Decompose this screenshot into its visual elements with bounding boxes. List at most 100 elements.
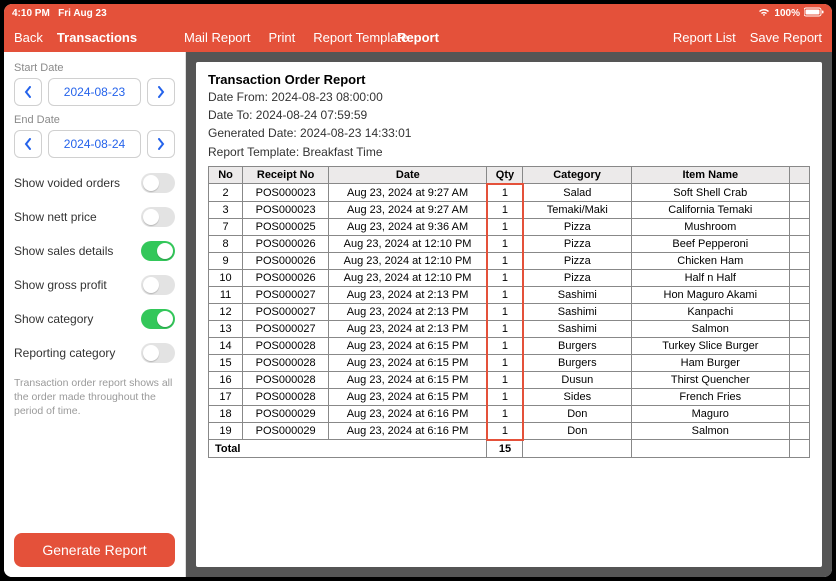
generate-report-button[interactable]: Generate Report <box>14 533 175 567</box>
report-generated: Generated Date: 2024-08-23 14:33:01 <box>208 125 810 141</box>
status-battery: 100% <box>774 8 800 19</box>
toggle-label: Show voided orders <box>14 176 120 190</box>
toggle-switch[interactable] <box>141 207 175 227</box>
table-header: Date <box>329 166 487 184</box>
table-header: Qty <box>487 166 523 184</box>
cell-category: Salad <box>523 184 631 202</box>
cell-receipt: POS000027 <box>243 320 329 337</box>
end-date-picker[interactable]: 2024-08-24 <box>48 130 141 158</box>
cell-receipt: POS000028 <box>243 371 329 388</box>
cell-no: 2 <box>209 184 243 202</box>
cell-extra <box>789 388 809 405</box>
save-report-button[interactable]: Save Report <box>750 30 822 45</box>
cell-extra <box>789 286 809 303</box>
toggle-switch[interactable] <box>141 309 175 329</box>
cell-item: Beef Pepperoni <box>631 235 789 252</box>
mail-report-button[interactable]: Mail Report <box>184 30 250 45</box>
cell-qty: 1 <box>487 286 523 303</box>
start-date-prev-button[interactable] <box>14 78 42 106</box>
cell-receipt: POS000028 <box>243 388 329 405</box>
table-header: Receipt No <box>243 166 329 184</box>
end-date-prev-button[interactable] <box>14 130 42 158</box>
cell-no: 13 <box>209 320 243 337</box>
cell-receipt: POS000025 <box>243 218 329 235</box>
battery-icon <box>804 7 824 20</box>
toggle-row: Show gross profit <box>14 268 175 302</box>
report-title: Transaction Order Report <box>208 72 810 87</box>
total-qty: 15 <box>487 440 523 458</box>
cell-extra <box>789 371 809 388</box>
status-date: Fri Aug 23 <box>58 8 107 19</box>
cell-item: Salmon <box>631 320 789 337</box>
cell-item: Mushroom <box>631 218 789 235</box>
toggle-label: Show gross profit <box>14 278 107 292</box>
table-row: 7POS000025Aug 23, 2024 at 9:36 AM1PizzaM… <box>209 218 810 235</box>
cell-extra <box>789 422 809 440</box>
toggle-label: Reporting category <box>14 346 115 360</box>
table-header: Category <box>523 166 631 184</box>
cell-item: French Fries <box>631 388 789 405</box>
cell-receipt: POS000026 <box>243 269 329 286</box>
report-template-button[interactable]: Report Template <box>313 30 408 45</box>
cell-receipt: POS000023 <box>243 184 329 202</box>
print-button[interactable]: Print <box>268 30 295 45</box>
toggle-row: Reporting category <box>14 336 175 370</box>
toggle-switch[interactable] <box>141 343 175 363</box>
cell-category: Sashimi <box>523 286 631 303</box>
table-header <box>789 166 809 184</box>
table-row: 17POS000028Aug 23, 2024 at 6:15 PM1Sides… <box>209 388 810 405</box>
toggle-label: Show nett price <box>14 210 97 224</box>
cell-category: Pizza <box>523 235 631 252</box>
end-date-label: End Date <box>14 114 175 126</box>
cell-no: 8 <box>209 235 243 252</box>
start-date-next-button[interactable] <box>147 78 175 106</box>
cell-qty: 1 <box>487 218 523 235</box>
toggle-row: Show category <box>14 302 175 336</box>
cell-category: Burgers <box>523 337 631 354</box>
cell-item: Salmon <box>631 422 789 440</box>
cell-qty: 1 <box>487 388 523 405</box>
report-template-name: Report Template: Breakfast Time <box>208 144 810 160</box>
toggle-label: Show sales details <box>14 244 113 258</box>
cell-qty: 1 <box>487 269 523 286</box>
toggle-switch[interactable] <box>141 241 175 261</box>
total-label: Total <box>209 440 487 458</box>
cell-no: 11 <box>209 286 243 303</box>
cell-extra <box>789 405 809 422</box>
cell-date: Aug 23, 2024 at 12:10 PM <box>329 235 487 252</box>
cell-item: Half n Half <box>631 269 789 286</box>
start-date-picker[interactable]: 2024-08-23 <box>48 78 141 106</box>
toggle-switch[interactable] <box>141 275 175 295</box>
end-date-next-button[interactable] <box>147 130 175 158</box>
cell-date: Aug 23, 2024 at 9:27 AM <box>329 201 487 218</box>
report-table: NoReceipt NoDateQtyCategoryItem Name 2PO… <box>208 166 810 458</box>
cell-extra <box>789 337 809 354</box>
sidebar: Start Date 2024-08-23 End Date 2024-08- <box>4 52 186 577</box>
cell-receipt: POS000027 <box>243 303 329 320</box>
cell-qty: 1 <box>487 303 523 320</box>
cell-qty: 1 <box>487 235 523 252</box>
table-row: 16POS000028Aug 23, 2024 at 6:15 PM1Dusun… <box>209 371 810 388</box>
cell-item: Hon Maguro Akami <box>631 286 789 303</box>
cell-no: 9 <box>209 252 243 269</box>
table-row: 8POS000026Aug 23, 2024 at 12:10 PM1Pizza… <box>209 235 810 252</box>
cell-item: Soft Shell Crab <box>631 184 789 202</box>
toolbar-title: Report <box>397 30 439 45</box>
report-list-button[interactable]: Report List <box>673 30 736 45</box>
cell-extra <box>789 303 809 320</box>
cell-qty: 1 <box>487 422 523 440</box>
cell-receipt: POS000027 <box>243 286 329 303</box>
report-page: Transaction Order Report Date From: 2024… <box>196 62 822 567</box>
cell-qty: 1 <box>487 252 523 269</box>
back-button[interactable]: Back <box>14 30 43 45</box>
toggle-switch[interactable] <box>141 173 175 193</box>
toggle-row: Show nett price <box>14 200 175 234</box>
cell-date: Aug 23, 2024 at 6:16 PM <box>329 405 487 422</box>
cell-date: Aug 23, 2024 at 12:10 PM <box>329 252 487 269</box>
wifi-icon <box>758 7 770 20</box>
cell-date: Aug 23, 2024 at 9:27 AM <box>329 184 487 202</box>
table-row: 18POS000029Aug 23, 2024 at 6:16 PM1DonMa… <box>209 405 810 422</box>
cell-receipt: POS000029 <box>243 405 329 422</box>
table-header: Item Name <box>631 166 789 184</box>
cell-date: Aug 23, 2024 at 6:15 PM <box>329 388 487 405</box>
